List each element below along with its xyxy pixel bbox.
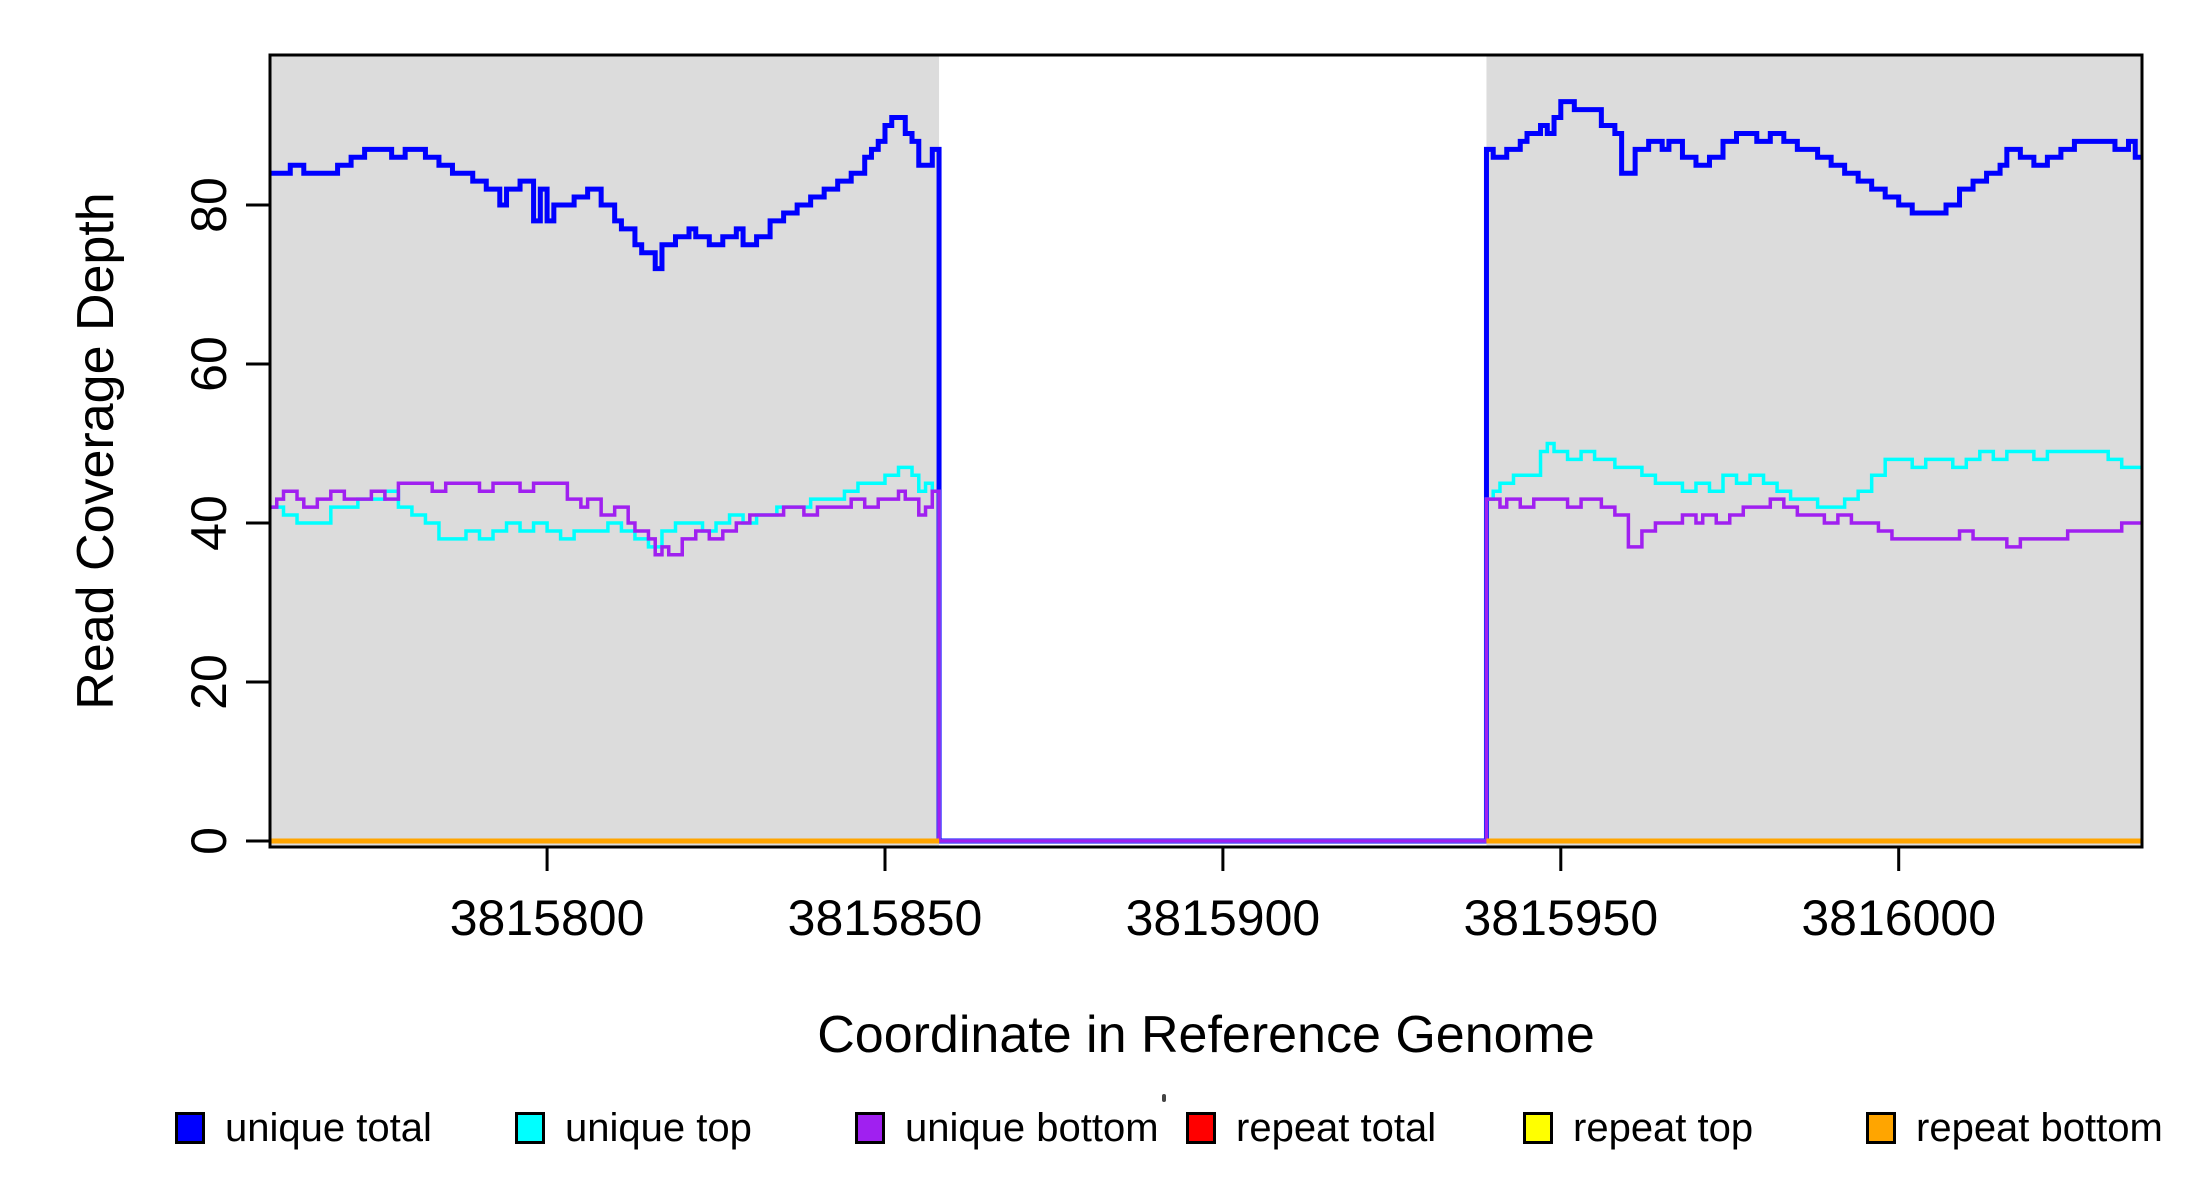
y-tick-label: 80 xyxy=(181,177,237,233)
legend-swatch-repeat-total xyxy=(1186,1112,1216,1144)
legend-label-unique-total: unique total xyxy=(225,1105,432,1150)
y-tick-label: 60 xyxy=(181,336,237,392)
x-tick-label: 3815950 xyxy=(1463,890,1658,946)
x-axis-title: Coordinate in Reference Genome xyxy=(817,1006,1595,1064)
shaded-region xyxy=(270,55,940,847)
y-tick-label: 20 xyxy=(181,654,237,710)
x-tick-label: 3816000 xyxy=(1801,890,1996,946)
legend-swatch-unique-total xyxy=(175,1112,205,1144)
y-axis-title: Read Coverage Depth xyxy=(67,192,125,710)
series-unique-total xyxy=(270,99,2142,844)
legend-item-unique-bottom: unique bottom xyxy=(855,1104,1159,1152)
x-tick-label: 3815800 xyxy=(450,890,645,946)
legend-item-repeat-top: repeat top xyxy=(1523,1104,1753,1152)
x-tick-label: 3815900 xyxy=(1126,890,1321,946)
legend-item-unique-top: unique top xyxy=(515,1104,752,1152)
y-tick-label: 0 xyxy=(181,827,237,855)
legend-item-repeat-bottom: repeat bottom xyxy=(1866,1104,2163,1152)
legend: unique total unique top unique bottom re… xyxy=(0,1104,2200,1156)
legend-label-repeat-bottom: repeat bottom xyxy=(1916,1105,2163,1150)
stray-dot xyxy=(1162,1094,1166,1102)
legend-swatch-unique-top xyxy=(515,1112,545,1144)
legend-swatch-repeat-top xyxy=(1523,1112,1553,1144)
legend-label-repeat-total: repeat total xyxy=(1236,1105,1437,1150)
legend-label-unique-top: unique top xyxy=(565,1105,752,1150)
legend-swatch-unique-bottom xyxy=(855,1112,885,1144)
legend-item-repeat-total: repeat total xyxy=(1186,1104,1436,1152)
plot-border xyxy=(268,53,2144,849)
series-unique-bottom xyxy=(270,481,2142,843)
legend-item-unique-total: unique total xyxy=(175,1104,432,1152)
legend-label-unique-bottom: unique bottom xyxy=(905,1105,1159,1150)
x-tick-label: 3815850 xyxy=(788,890,983,946)
legend-swatch-repeat-bottom xyxy=(1866,1112,1896,1144)
legend-label-repeat-top: repeat top xyxy=(1573,1105,1754,1150)
y-tick-label: 40 xyxy=(181,495,237,551)
